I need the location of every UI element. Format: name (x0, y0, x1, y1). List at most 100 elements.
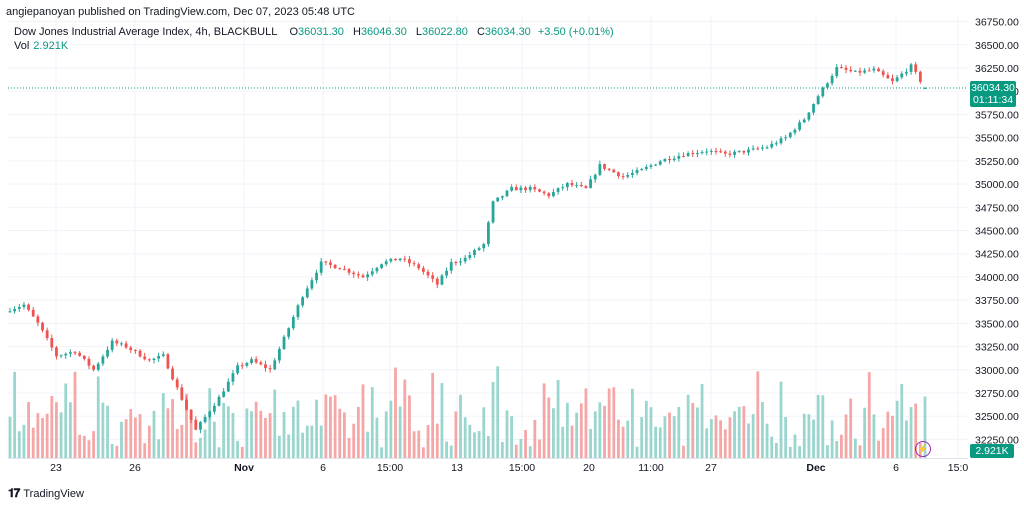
volume-bar (682, 445, 685, 458)
candle-body (696, 153, 699, 155)
volume-bar (264, 417, 267, 458)
candle-body (788, 132, 792, 138)
volume-bar (384, 411, 388, 458)
candle-body (714, 150, 718, 152)
candle-body (561, 187, 565, 189)
volume-bar (101, 402, 105, 458)
volume-bar (138, 414, 142, 458)
volume-bar (55, 402, 58, 458)
candle-body (361, 275, 365, 278)
volume-bar (50, 396, 54, 458)
open-label: O (289, 26, 299, 38)
candle-body (709, 150, 713, 152)
candle-body (64, 353, 68, 356)
volume-bar (324, 394, 328, 458)
volume-bar (686, 394, 690, 458)
x-tick-label: 23 (50, 462, 62, 474)
candle-body (180, 387, 184, 400)
volume-bar (343, 412, 346, 458)
candle-body (408, 259, 411, 264)
candle-body (454, 262, 458, 264)
candle-body (435, 278, 439, 285)
symbol-title[interactable]: Dow Jones Industrial Average Index, 4h, … (14, 26, 278, 38)
volume-bar (821, 395, 825, 458)
candle-body (106, 349, 109, 357)
candle-body (319, 261, 323, 273)
candle-body (482, 244, 486, 249)
volume-bar (199, 437, 202, 458)
candle-body (380, 264, 383, 268)
candle-body (426, 271, 430, 276)
candle-body (421, 268, 425, 272)
volume-bar (296, 400, 300, 458)
candle-body (226, 381, 230, 392)
candle-body (644, 166, 648, 170)
lightning-icon[interactable]: ⚡ (915, 441, 931, 457)
volume-label[interactable]: Vol (14, 40, 30, 52)
y-tick-label: 36500.00 (975, 40, 1019, 52)
candle-body (152, 358, 156, 361)
candle-body (245, 363, 249, 366)
volume-bar (654, 426, 658, 458)
candle-body (812, 104, 815, 113)
candle-body (607, 168, 611, 170)
candle-body (621, 176, 625, 178)
candle-body (723, 151, 727, 154)
volume-bar (696, 407, 699, 458)
candle-body (881, 71, 885, 76)
volume-bar (519, 438, 523, 458)
volume-bar (877, 440, 880, 458)
volume-bar (617, 419, 620, 458)
low-label: L (415, 26, 423, 38)
candle-body (747, 149, 750, 153)
candle-body (579, 185, 583, 187)
volume-bar (380, 447, 383, 458)
candle-body (208, 411, 212, 417)
candle-body (770, 143, 774, 148)
candle-body (542, 191, 546, 194)
candle-body (194, 419, 198, 430)
candle-body (524, 187, 527, 191)
candle-body (87, 358, 91, 366)
volume-bar (798, 446, 801, 458)
y-tick-label: 32750.00 (975, 388, 1019, 400)
candle-body (217, 396, 221, 406)
volume-bar (208, 388, 212, 458)
y-tick-label: 32250.00 (975, 434, 1019, 446)
last-price-tag: 36034.30 01:11:34 (970, 81, 1016, 107)
volume-bar (630, 388, 634, 458)
candle-body (96, 363, 100, 370)
candle-body (612, 169, 616, 173)
volume-bar (677, 406, 681, 458)
candle-body (844, 67, 848, 70)
candle-body (403, 258, 407, 260)
volume-bar (329, 396, 332, 458)
candle-body (268, 368, 272, 370)
candle-body (101, 356, 105, 364)
candle-body (691, 153, 695, 155)
candle-body (449, 262, 453, 271)
volume-bar (593, 411, 597, 458)
candle-body (514, 187, 518, 191)
candle-body (147, 359, 151, 361)
y-tick-label: 33500.00 (975, 318, 1019, 330)
candle-body (765, 147, 769, 149)
candle-body (333, 264, 337, 269)
candle-body (445, 270, 448, 276)
price-axis[interactable]: 36750.0036500.0036250.0036000.0035750.00… (975, 17, 1019, 447)
candle-body (826, 83, 829, 88)
volume-bar (840, 434, 843, 458)
close-label: C (476, 26, 485, 38)
x-tick-label: Nov (234, 462, 254, 474)
candle-body (310, 280, 314, 289)
candle-body (329, 262, 332, 265)
volume-bar (124, 419, 128, 458)
volume-bar (277, 435, 281, 458)
volume-bar (807, 414, 811, 458)
time-axis[interactable]: 23 26 Nov 6 15:00 13 15:00 20 11:00 27 Dec 6 15:0 (50, 462, 968, 474)
volume-bar (761, 402, 764, 458)
candle-body (733, 151, 736, 155)
y-tick-label: 32500.00 (975, 411, 1019, 423)
candle-body (538, 189, 541, 192)
